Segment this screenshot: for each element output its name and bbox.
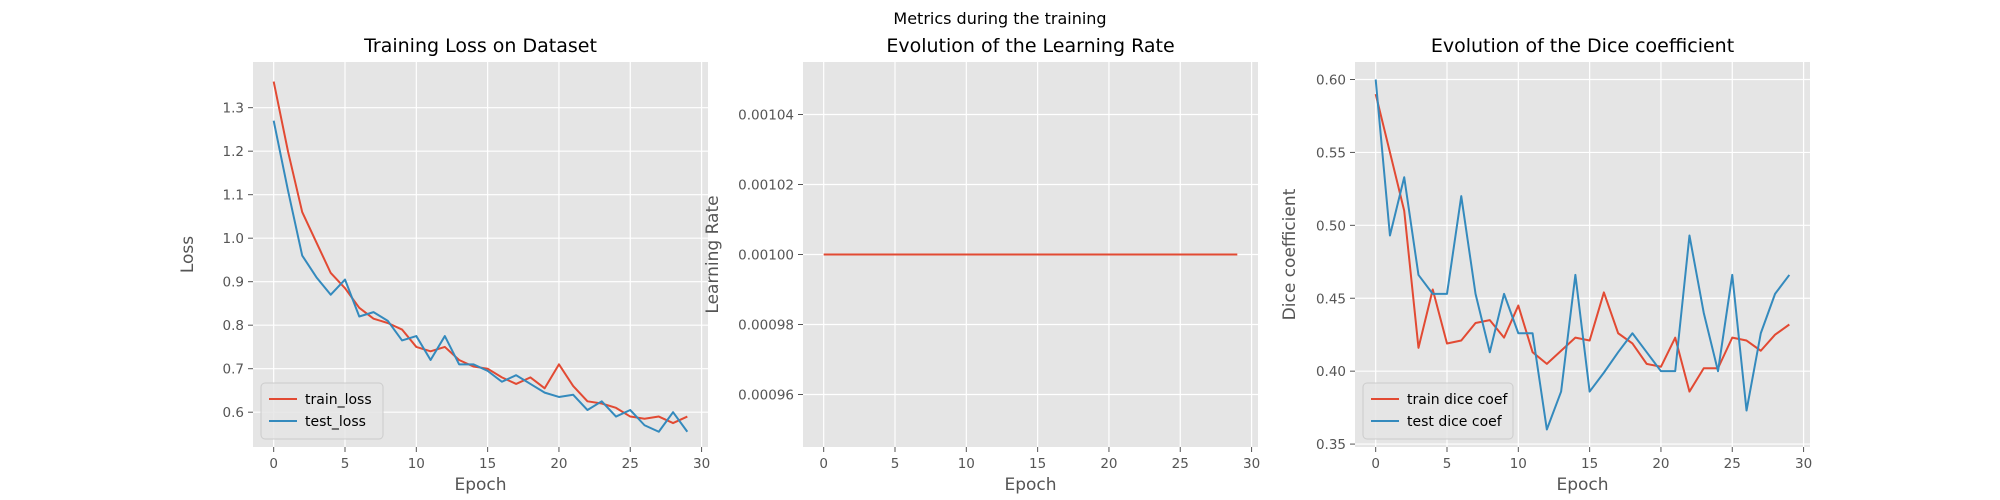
y-axis-label: Learning Rate <box>703 195 723 313</box>
x-tick-label: 25 <box>1724 456 1741 472</box>
x-tick-label: 10 <box>1510 456 1527 472</box>
figure-suptitle: Metrics during the training <box>893 9 1106 28</box>
y-tick-label: 0.60 <box>1316 73 1346 89</box>
y-tick-label: 1.0 <box>223 231 244 247</box>
y-tick-label: 0.40 <box>1316 364 1346 380</box>
x-tick-label: 0 <box>269 456 278 472</box>
x-tick-label: 20 <box>550 456 567 472</box>
legend-label: test_loss <box>305 414 366 430</box>
x-axis-label: Epoch <box>454 475 506 495</box>
chart-title: Evolution of the Learning Rate <box>886 35 1174 57</box>
x-tick-label: 15 <box>479 456 496 472</box>
chart-title: Training Loss on Dataset <box>363 35 597 57</box>
y-axis-label: Dice coefficient <box>1280 188 1300 320</box>
y-tick-label: 0.7 <box>223 362 244 378</box>
chart-panel-3: 0 5 10 15 20 25 30 0.35 0.40 0.45 0.50 0.55 0.60 Evol… <box>1280 35 1812 495</box>
x-tick-label: 0 <box>1371 456 1380 472</box>
legend-box <box>260 382 384 440</box>
x-tick-label: 15 <box>1581 456 1598 472</box>
x-tick-label: 30 <box>1243 456 1260 472</box>
x-tick-label: 20 <box>1100 456 1117 472</box>
chart-panel-2: 0 5 10 15 20 25 30 0.00096 0.00098 0.00100 0.00102… <box>703 35 1260 495</box>
x-tick-label: 10 <box>958 456 975 472</box>
y-tick-label: 0.6 <box>223 405 244 421</box>
y-tick-label: 0.45 <box>1316 291 1346 307</box>
x-tick-label: 0 <box>819 456 828 472</box>
y-tick-label: 0.00098 <box>738 318 794 334</box>
x-tick-label: 10 <box>408 456 425 472</box>
x-tick-label: 5 <box>1443 456 1452 472</box>
x-tick-label: 25 <box>1172 456 1189 472</box>
chart-title: Evolution of the Dice coefficient <box>1431 35 1734 57</box>
y-tick-label: 0.55 <box>1316 145 1346 161</box>
x-tick-label: 25 <box>622 456 639 472</box>
legend-label: train_loss <box>305 392 372 408</box>
y-tick-label: 0.50 <box>1316 218 1346 234</box>
x-axis-label: Epoch <box>1004 475 1056 495</box>
y-tick-label: 1.2 <box>223 144 244 160</box>
series-line-test-loss <box>272 120 689 433</box>
x-axis-label: Epoch <box>1556 475 1608 495</box>
y-tick-label: 0.00104 <box>738 108 794 124</box>
x-tick-label: 20 <box>1652 456 1669 472</box>
legend-label: train dice coef <box>1407 392 1508 408</box>
x-tick-label: 15 <box>1029 456 1046 472</box>
y-tick-label: 0.00096 <box>738 388 794 404</box>
x-tick-label: 30 <box>1795 456 1812 472</box>
y-tick-label: 0.00100 <box>738 248 794 264</box>
x-tick-label: 5 <box>891 456 900 472</box>
legend-box <box>1362 382 1514 440</box>
y-tick-label: 1.1 <box>223 188 244 204</box>
y-tick-label: 1.3 <box>223 101 244 117</box>
x-tick-label: 5 <box>341 456 350 472</box>
legend-label: test dice coef <box>1407 414 1503 430</box>
y-tick-label: 0.00102 <box>738 178 794 194</box>
x-tick-label: 30 <box>693 456 710 472</box>
chart-panel-1: 0 5 10 15 20 25 30 0.6 0.7 0.8 0.9 1.0 1.1 1.2 1.3 Trai… <box>178 35 710 495</box>
y-tick-label: 0.35 <box>1316 437 1346 453</box>
series-line-test-dice-coef <box>1374 79 1791 431</box>
y-axis-label: Loss <box>178 236 198 273</box>
chart-panels: 0 5 10 15 20 25 30 0.6 0.7 0.8 0.9 1.0 1.1 1.2 1.3 Trai… <box>178 35 1812 495</box>
y-tick-label: 0.9 <box>223 275 244 291</box>
y-tick-label: 0.8 <box>223 318 244 334</box>
legend: train dice coef test dice coef <box>1362 382 1514 440</box>
legend: train_loss test_loss <box>260 382 384 440</box>
